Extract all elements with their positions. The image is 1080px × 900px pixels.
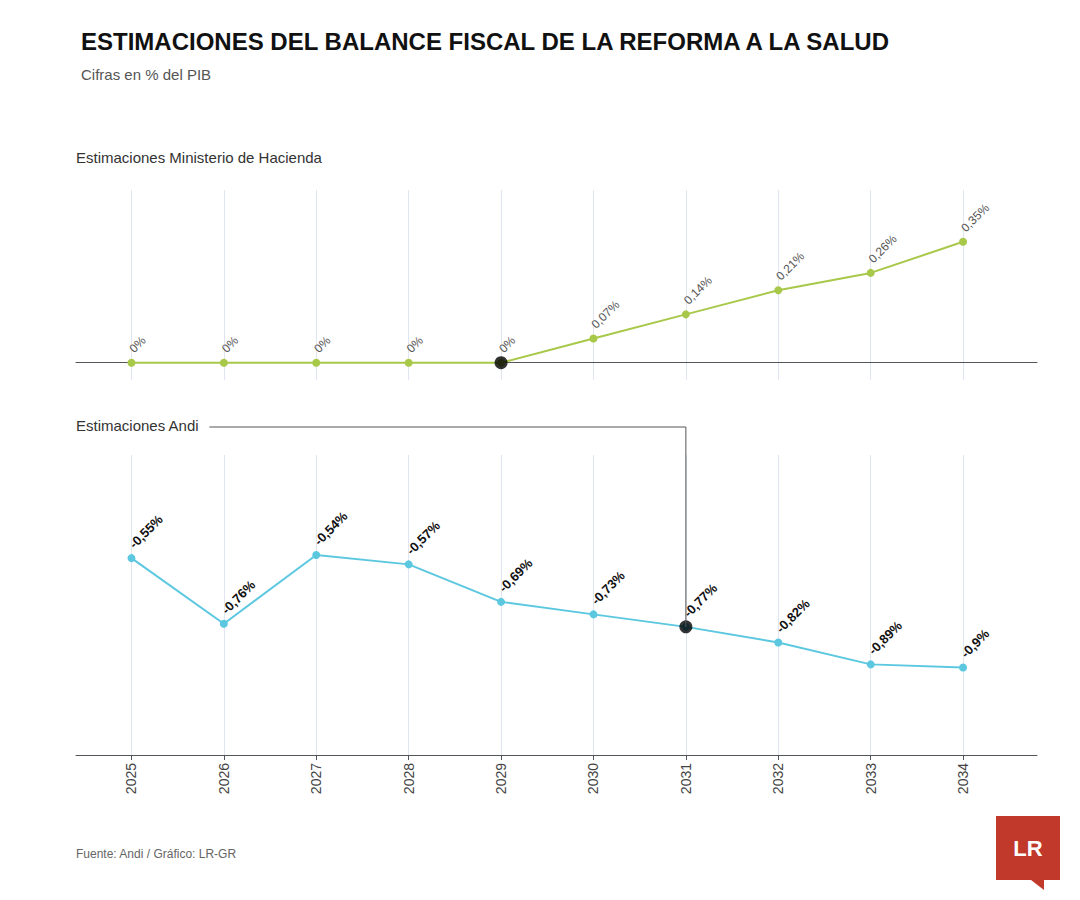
svg-text:2027: 2027 xyxy=(308,763,324,794)
svg-text:Cifras en % del PIB: Cifras en % del PIB xyxy=(81,66,211,83)
svg-text:-0,9%: -0,9% xyxy=(958,626,993,661)
svg-text:2030: 2030 xyxy=(585,763,601,794)
svg-text:-0,55%: -0,55% xyxy=(126,511,166,551)
svg-text:0%: 0% xyxy=(404,333,426,355)
svg-text:0,26%: 0,26% xyxy=(866,232,900,266)
svg-text:-0,82%: -0,82% xyxy=(773,596,813,636)
svg-text:Estimaciones Andi: Estimaciones Andi xyxy=(76,417,199,434)
svg-text:2029: 2029 xyxy=(493,763,509,794)
svg-text:2028: 2028 xyxy=(401,763,417,794)
svg-text:Fuente: Andi / Gráfico: LR-GR: Fuente: Andi / Gráfico: LR-GR xyxy=(76,847,236,861)
svg-text:0,35%: 0,35% xyxy=(958,201,992,235)
svg-text:ESTIMACIONES DEL BALANCE FISCA: ESTIMACIONES DEL BALANCE FISCAL DE LA RE… xyxy=(81,28,889,55)
svg-text:2034: 2034 xyxy=(955,763,971,794)
svg-text:0%: 0% xyxy=(219,333,241,355)
svg-text:2026: 2026 xyxy=(216,763,232,794)
svg-text:-0,89%: -0,89% xyxy=(865,618,905,658)
svg-text:0%: 0% xyxy=(496,333,518,355)
svg-text:-0,69%: -0,69% xyxy=(496,555,536,595)
svg-text:2033: 2033 xyxy=(863,763,879,794)
svg-text:2025: 2025 xyxy=(123,763,139,794)
svg-text:-0,76%: -0,76% xyxy=(219,577,259,617)
svg-text:2032: 2032 xyxy=(770,763,786,794)
svg-text:0,14%: 0,14% xyxy=(681,273,715,307)
svg-text:Estimaciones Ministerio de Hac: Estimaciones Ministerio de Hacienda xyxy=(76,149,323,166)
svg-text:-0,57%: -0,57% xyxy=(403,518,443,558)
svg-text:2031: 2031 xyxy=(678,763,694,794)
svg-text:0,21%: 0,21% xyxy=(773,249,807,283)
svg-text:0%: 0% xyxy=(311,333,333,355)
svg-text:-0,54%: -0,54% xyxy=(311,508,351,548)
svg-text:LR: LR xyxy=(1013,836,1042,861)
svg-text:-0,77%: -0,77% xyxy=(681,580,721,620)
svg-text:-0,73%: -0,73% xyxy=(588,568,628,608)
svg-text:0%: 0% xyxy=(126,333,148,355)
svg-text:0,07%: 0,07% xyxy=(589,297,623,331)
